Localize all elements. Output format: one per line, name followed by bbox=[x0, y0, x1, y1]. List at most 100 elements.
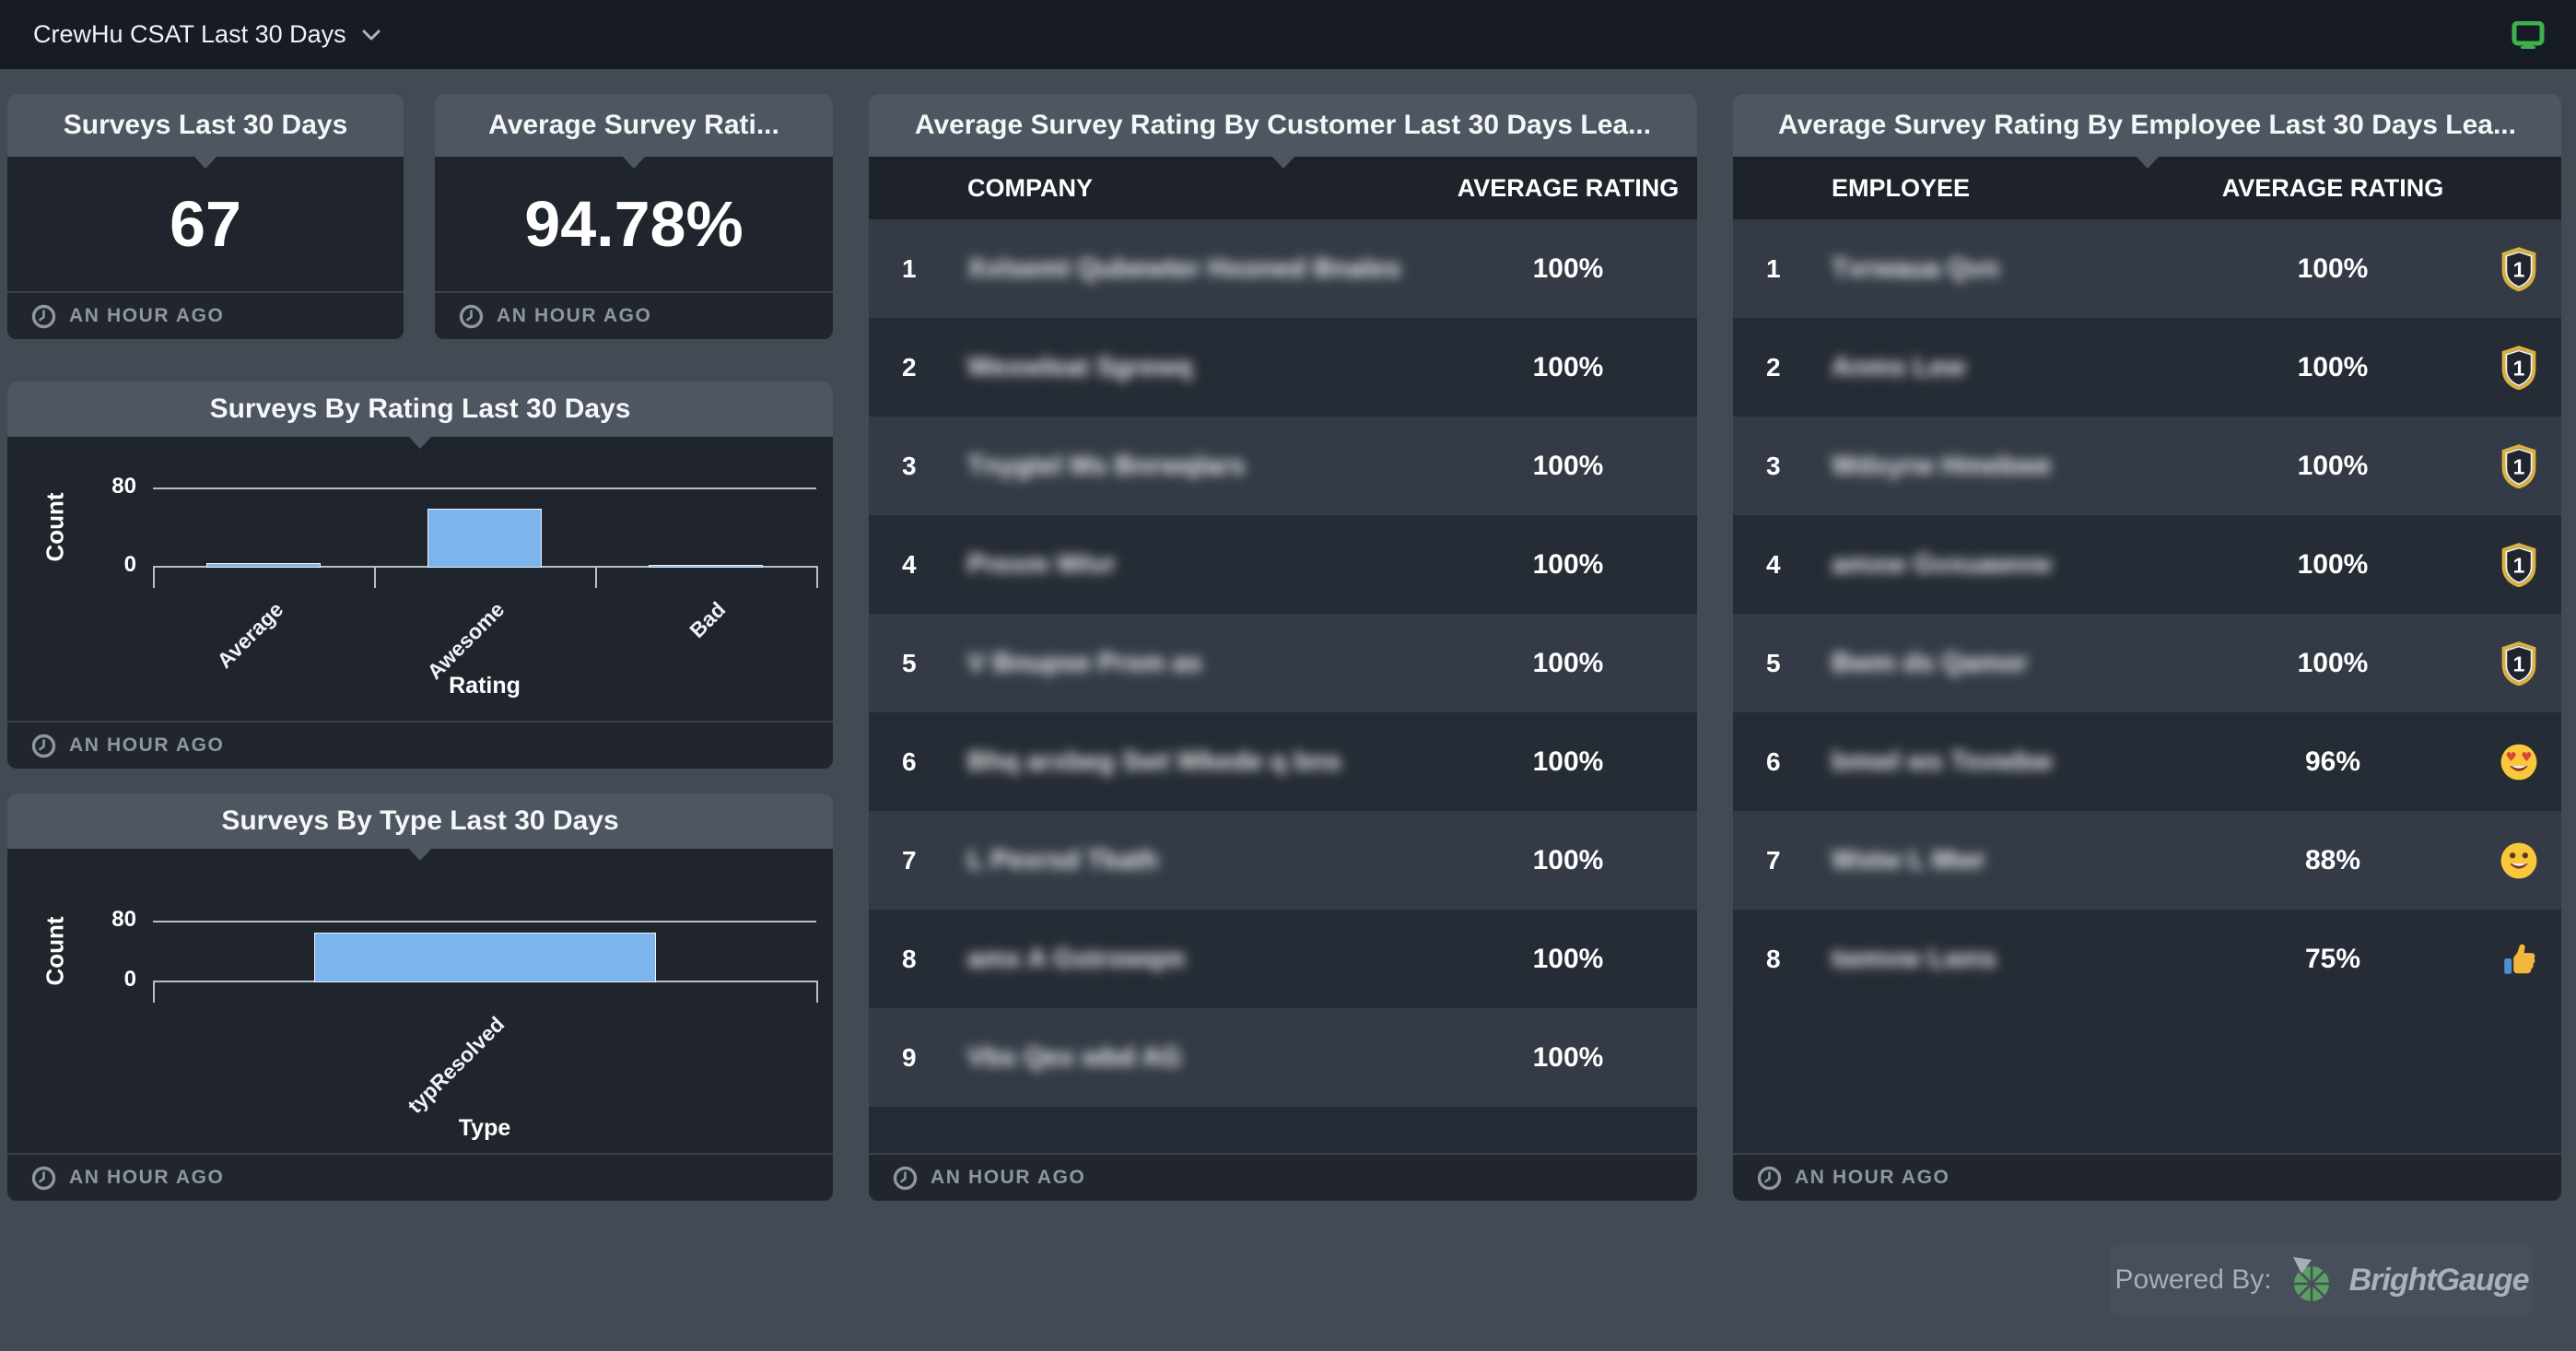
svg-text:♥: ♥ bbox=[2521, 749, 2532, 764]
clock-icon bbox=[1757, 1166, 1782, 1190]
employee-leaderboard-panel: Average Survey Rating By Employee Last 3… bbox=[1733, 94, 2561, 1201]
table-row: 5 V Bnupse Prsm as 100% bbox=[869, 614, 1697, 712]
table-rows: 1 Txrwaua Qvn 100% 1 2 Anms Lew 100% 1 3 Wdxyrw H… bbox=[1733, 219, 2561, 1008]
brightgauge-logo-icon bbox=[2292, 1257, 2329, 1301]
svg-text:♥: ♥ bbox=[2505, 749, 2516, 764]
y-axis-title: Count bbox=[41, 491, 69, 562]
table-row: 6 bmwl ws Tsvwbw 96% ♥ ♥ bbox=[1733, 712, 2561, 811]
x-axis-tick bbox=[374, 566, 376, 588]
panel-title: Average Survey Rating By Customer Last 3… bbox=[914, 110, 1652, 140]
first-place-badge-icon: 1 bbox=[2493, 443, 2545, 488]
panel-title: Surveys Last 30 Days bbox=[63, 110, 348, 140]
column-average-rating: AVERAGE RATING bbox=[2221, 173, 2444, 202]
row-rating: 100% bbox=[1532, 647, 1604, 678]
row-name-blurred: Wstw L Mwr bbox=[1832, 845, 1986, 875]
kpi-value: 94.78% bbox=[524, 188, 744, 260]
panel-footer: AN HOUR AGO bbox=[869, 1153, 1697, 1201]
row-rating: 100% bbox=[1532, 943, 1604, 974]
row-name-blurred: Bhq arxbeg Swt Wkede q bns bbox=[967, 746, 1342, 776]
x-axis-category-label: Bad bbox=[685, 597, 731, 643]
panel-footer: AN HOUR AGO bbox=[435, 291, 833, 339]
svg-text:1: 1 bbox=[2513, 652, 2525, 676]
row-name-blurred: Txrwaua Qvn bbox=[1832, 253, 2000, 283]
row-rank: 1 bbox=[902, 253, 917, 283]
row-rating: 100% bbox=[1532, 351, 1604, 382]
table-column-header: COMPANY AVERAGE RATING bbox=[869, 157, 1697, 219]
bar-Awesome bbox=[427, 509, 542, 568]
row-rank: 3 bbox=[902, 451, 917, 480]
row-rank: 5 bbox=[902, 648, 917, 677]
table-row: 5 Bwm ds Qamor 100% 1 bbox=[1733, 614, 2561, 712]
updated-label: AN HOUR AGO bbox=[497, 305, 652, 326]
updated-label: AN HOUR AGO bbox=[69, 734, 225, 756]
panel-title: Surveys By Rating Last 30 Days bbox=[209, 394, 631, 424]
column-employee: EMPLOYEE bbox=[1832, 173, 1971, 202]
row-name-blurred: Wexwleat Sgrewq bbox=[967, 352, 1193, 382]
row-rank: 9 bbox=[902, 1042, 917, 1072]
svg-text:1: 1 bbox=[2513, 257, 2525, 281]
panel-footer: AN HOUR AGO bbox=[1733, 1153, 2561, 1201]
bar-Bad bbox=[649, 565, 763, 568]
row-rank: 1 bbox=[1766, 253, 1781, 283]
panel-header: Surveys By Type Last 30 Days bbox=[7, 793, 833, 849]
row-rank: 3 bbox=[1766, 451, 1781, 480]
table-row: 9 Vbs Qex wbd AG 100% bbox=[869, 1008, 1697, 1107]
row-rank: 2 bbox=[1766, 352, 1781, 382]
x-axis-title: Type bbox=[458, 1115, 511, 1141]
row-rating: 88% bbox=[2304, 844, 2361, 875]
dashboard-switcher[interactable]: CrewHu CSAT Last 30 Days bbox=[33, 20, 381, 49]
x-axis-title: Rating bbox=[449, 673, 521, 699]
panel-footer: AN HOUR AGO bbox=[7, 1153, 833, 1201]
row-rating: 100% bbox=[1532, 548, 1604, 580]
surveys-by-type-chart-panel: Surveys By Type Last 30 Days 80 0 Count typ… bbox=[7, 793, 833, 1201]
first-place-badge-icon: 1 bbox=[2493, 246, 2545, 291]
x-axis-category-label: typResolved bbox=[403, 1012, 509, 1119]
svg-text:1: 1 bbox=[2513, 553, 2525, 577]
row-rating: 100% bbox=[1532, 253, 1604, 284]
row-rank: 4 bbox=[1766, 549, 1781, 579]
panel-header: Surveys Last 30 Days bbox=[7, 94, 404, 157]
panel-title: Average Survey Rating By Employee Last 3… bbox=[1778, 110, 2516, 140]
x-axis-tick bbox=[153, 566, 155, 588]
y-axis-tick-label: 0 bbox=[123, 552, 136, 577]
row-name-blurred: bmwl ws Tsvwbw bbox=[1832, 746, 2053, 776]
clock-icon bbox=[31, 734, 56, 758]
svg-text:1: 1 bbox=[2513, 454, 2525, 478]
y-axis-tick-label: 80 bbox=[111, 907, 136, 932]
row-rank: 4 bbox=[902, 549, 917, 579]
first-place-badge-icon: 1 bbox=[2493, 542, 2545, 587]
table-row: 3 Tnygtel Ms Bnrwqlars 100% bbox=[869, 417, 1697, 515]
row-name-blurred: V Bnupse Prsm as bbox=[967, 648, 1202, 677]
svg-text:1: 1 bbox=[2513, 356, 2525, 380]
chevron-down-icon bbox=[362, 29, 381, 40]
table-row: 3 Wdxyrw Hmebwe 100% 1 bbox=[1733, 417, 2561, 515]
table-row: 8 amx A Gstrowqm 100% bbox=[869, 910, 1697, 1008]
row-rank: 8 bbox=[1766, 944, 1781, 973]
clock-icon bbox=[459, 304, 484, 328]
updated-label: AN HOUR AGO bbox=[1795, 1167, 1950, 1188]
kpi-average-rating-panel: Average Survey Rati... 94.78% AN HOUR AG… bbox=[435, 94, 833, 339]
tv-mode-monitor-icon[interactable] bbox=[2512, 21, 2545, 51]
row-rating: 96% bbox=[2304, 746, 2361, 777]
panel-header: Average Survey Rating By Employee Last 3… bbox=[1733, 94, 2561, 157]
first-place-badge-icon: 1 bbox=[2493, 640, 2545, 686]
powered-by-badge: Powered By: BrightGauge bbox=[2111, 1244, 2533, 1316]
row-rating: 100% bbox=[2297, 450, 2369, 481]
row-rating: 100% bbox=[1532, 844, 1604, 875]
row-rating: 100% bbox=[2297, 548, 2369, 580]
table-row: 1 Xxlsemt Qubewter Hxoned Bnales 100% bbox=[869, 219, 1697, 318]
row-rating: 100% bbox=[2297, 647, 2369, 678]
updated-label: AN HOUR AGO bbox=[69, 305, 225, 326]
row-rank: 6 bbox=[1766, 746, 1781, 776]
row-name-blurred: amxw Gvxuawvw bbox=[1832, 549, 2052, 579]
panel-header: Average Survey Rating By Customer Last 3… bbox=[869, 94, 1697, 157]
row-name-blurred: amx A Gstrowqm bbox=[967, 944, 1186, 973]
row-rank: 6 bbox=[902, 746, 917, 776]
row-rank: 7 bbox=[1766, 845, 1781, 875]
table-row: 1 Txrwaua Qvn 100% 1 bbox=[1733, 219, 2561, 318]
row-rank: 8 bbox=[902, 944, 917, 973]
row-rating: 75% bbox=[2304, 943, 2361, 974]
panel-header: Average Survey Rati... bbox=[435, 94, 833, 157]
column-average-rating: AVERAGE RATING bbox=[1457, 173, 1680, 202]
x-axis-tick bbox=[816, 981, 818, 1003]
